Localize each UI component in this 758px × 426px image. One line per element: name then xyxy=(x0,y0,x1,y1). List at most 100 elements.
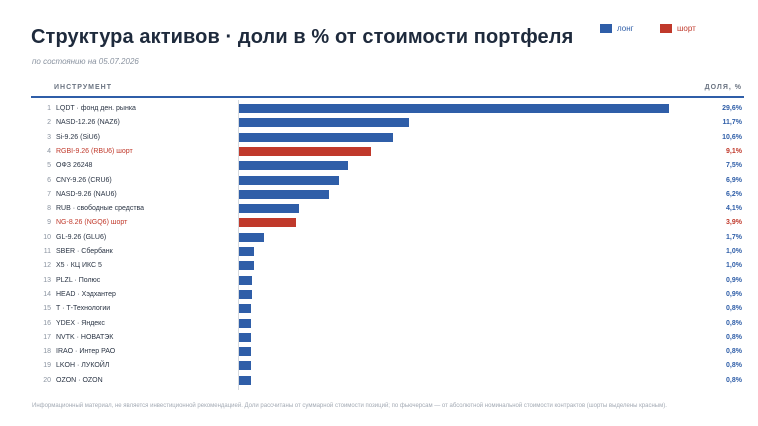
row-value: 0,9% xyxy=(726,276,742,284)
row-value: 4,1% xyxy=(726,205,742,213)
row-rank: 19 xyxy=(43,362,51,370)
legend-label-short: шорт xyxy=(677,24,696,33)
chart-subtitle: по состоянию на 05.07.2026 xyxy=(32,57,139,66)
row-value: 7,5% xyxy=(726,162,742,170)
row-value: 0,8% xyxy=(726,362,742,370)
row-rank: 13 xyxy=(43,276,51,284)
chart-row: 11 SBER · Сбербанк 1,0% xyxy=(0,245,758,259)
bar-short xyxy=(239,146,372,156)
chart-row: 4 RGBI-9.26 (RBU6) шорт 9,1% xyxy=(0,145,758,159)
bar-long xyxy=(239,332,251,342)
row-label: NVTK · НОВАТЭК xyxy=(56,333,114,341)
row-value: 0,8% xyxy=(726,348,742,356)
row-value: 6,2% xyxy=(726,190,742,198)
chart-row: 5 ОФЗ 26248 7,5% xyxy=(0,159,758,173)
row-rank: 16 xyxy=(43,319,51,327)
legend-label-long: лонг xyxy=(617,24,634,33)
column-header-instrument: ИНСТРУМЕНТ xyxy=(54,84,113,91)
row-rank: 2 xyxy=(47,119,51,127)
row-label: LQDT · фонд ден. рынка xyxy=(56,105,136,112)
chart-row: 2 NASD-12.26 (NAZ6) 11,7% xyxy=(0,116,758,130)
chart-row: 10 GL-9.26 (GLU6) 1,7% xyxy=(0,231,758,245)
row-label: NG-8.26 (NGQ6) шорт xyxy=(56,219,128,227)
legend-item-long: лонг xyxy=(600,24,634,33)
bar-long xyxy=(239,175,340,185)
bar-long xyxy=(239,118,409,128)
bar-long xyxy=(239,375,251,385)
row-rank: 17 xyxy=(43,333,51,341)
row-label: GL-9.26 (GLU6) xyxy=(56,233,107,241)
chart-title: Структура активов · доли в % от стоимост… xyxy=(31,26,574,48)
bar-long xyxy=(239,161,348,171)
row-value: 29,6% xyxy=(722,105,742,112)
chart-row: 6 CNY-9.26 (CRU6) 6,9% xyxy=(0,174,758,188)
row-value: 1,7% xyxy=(726,233,742,241)
row-rank: 10 xyxy=(43,233,51,241)
chart-row: 1 LQDT · фонд ден. рынка 29,6% xyxy=(0,102,758,116)
row-rank: 18 xyxy=(43,348,51,356)
row-rank: 4 xyxy=(47,147,51,155)
bar-long xyxy=(239,247,254,256)
chart-row: 18 IRAO · Интер РАО 0,8% xyxy=(0,345,758,359)
bar-long xyxy=(239,132,393,142)
bar-baseline xyxy=(238,100,239,390)
legend-swatch-long xyxy=(600,24,612,33)
row-value: 0,8% xyxy=(726,305,742,313)
row-label: T · Т-Технологии xyxy=(56,305,111,313)
row-rank: 15 xyxy=(43,305,51,313)
bar-long xyxy=(239,232,264,242)
row-label: X5 · КЦ ИКС 5 xyxy=(56,262,102,270)
chart-row: 8 RUB · свободные средства 4,1% xyxy=(0,202,758,216)
footnote: Информационный материал, не является инв… xyxy=(32,403,667,409)
row-label: OZON · OZON xyxy=(56,376,103,384)
row-rank: 12 xyxy=(43,262,51,270)
row-label: SBER · Сбербанк xyxy=(56,248,113,255)
header-divider xyxy=(31,96,744,98)
bar-long xyxy=(239,104,669,113)
row-value: 1,0% xyxy=(726,262,742,270)
row-label: NASD-12.26 (NAZ6) xyxy=(56,119,120,127)
row-value: 3,9% xyxy=(726,219,742,227)
row-value: 0,9% xyxy=(726,290,742,298)
chart-row: 16 YDEX · Яндекс 0,8% xyxy=(0,317,758,331)
bar-long xyxy=(239,275,253,285)
row-label: LKOH · ЛУКОЙЛ xyxy=(56,362,110,370)
bar-long xyxy=(239,289,253,299)
row-rank: 1 xyxy=(47,105,51,112)
row-label: RUB · свободные средства xyxy=(56,205,145,213)
row-value: 9,1% xyxy=(726,147,742,155)
chart-row: 3 Si-9.26 (SiU6) 10,6% xyxy=(0,131,758,145)
row-rank: 11 xyxy=(43,248,51,255)
chart-row: 19 LKOH · ЛУКОЙЛ 0,8% xyxy=(0,359,758,373)
chart-row: 13 PLZL · Полюс 0,9% xyxy=(0,274,758,288)
row-label: PLZL · Полюс xyxy=(56,276,101,284)
row-label: HEAD · Хэдхантер xyxy=(56,290,116,298)
row-value: 6,9% xyxy=(726,176,742,184)
chart-row: 9 NG-8.26 (NGQ6) шорт 3,9% xyxy=(0,216,758,230)
chart-row: 17 NVTK · НОВАТЭК 0,8% xyxy=(0,331,758,345)
legend-swatch-short xyxy=(660,24,672,33)
column-header-share: ДОЛЯ, % xyxy=(704,84,742,91)
chart-row: 12 X5 · КЦ ИКС 5 1,0% xyxy=(0,259,758,273)
row-rank: 3 xyxy=(47,133,51,141)
row-label: CNY-9.26 (CRU6) xyxy=(56,176,112,184)
chart-row: 14 HEAD · Хэдхантер 0,9% xyxy=(0,288,758,302)
row-value: 0,8% xyxy=(726,333,742,341)
row-value: 0,8% xyxy=(726,319,742,327)
row-rank: 14 xyxy=(43,290,51,298)
row-label: Si-9.26 (SiU6) xyxy=(56,133,100,141)
row-label: RGBI-9.26 (RBU6) шорт xyxy=(56,147,133,155)
bar-long xyxy=(239,204,299,214)
row-rank: 6 xyxy=(47,176,51,184)
row-rank: 9 xyxy=(47,219,51,227)
row-rank: 8 xyxy=(47,205,51,213)
bar-short xyxy=(239,218,296,228)
chart-row: 20 OZON · OZON 0,8% xyxy=(0,374,758,388)
row-label: YDEX · Яндекс xyxy=(56,319,105,327)
row-value: 0,8% xyxy=(726,376,742,384)
row-rank: 5 xyxy=(47,162,51,170)
bar-long xyxy=(239,189,330,199)
legend-item-short: шорт xyxy=(660,24,696,33)
row-rank: 20 xyxy=(43,376,51,384)
row-value: 11,7% xyxy=(722,119,742,127)
